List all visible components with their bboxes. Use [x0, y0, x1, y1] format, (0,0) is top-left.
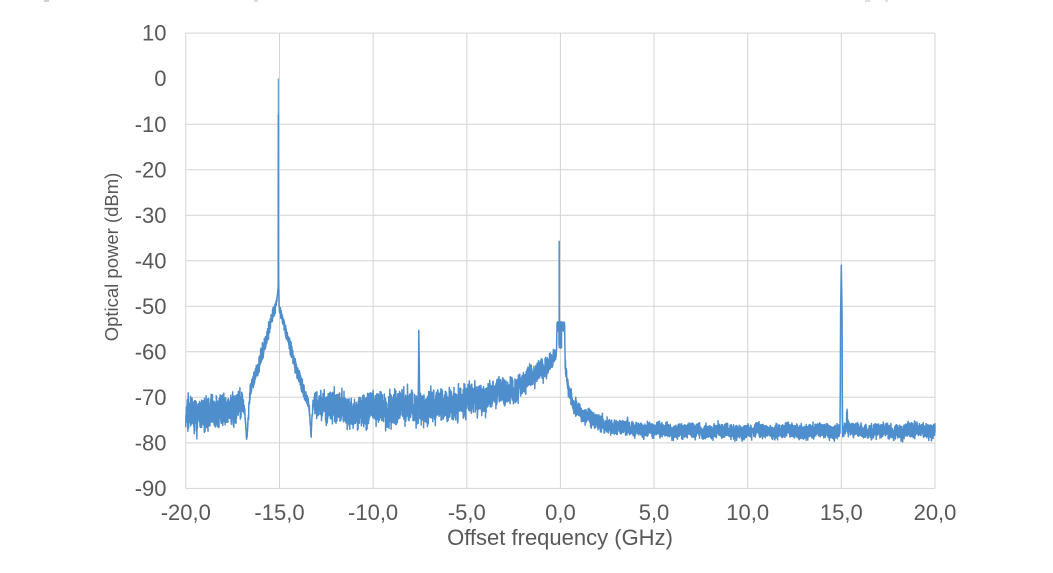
svg-text:-20,0: -20,0 [161, 500, 211, 525]
svg-text:-50: -50 [135, 294, 167, 319]
svg-text:10,0: 10,0 [726, 500, 769, 525]
svg-text:10: 10 [142, 21, 166, 46]
svg-text:Optical power (dBm): Optical power (dBm) [101, 173, 122, 342]
svg-text:-30: -30 [135, 203, 167, 228]
svg-text:0: 0 [154, 66, 166, 91]
svg-text:20,0: 20,0 [914, 500, 957, 525]
svg-text:5,0: 5,0 [639, 500, 670, 525]
svg-text:Offset frequency (GHz): Offset frequency (GHz) [447, 525, 673, 550]
svg-text:-60: -60 [135, 339, 167, 364]
svg-text:-10: -10 [135, 112, 167, 137]
svg-text:-15,0: -15,0 [254, 500, 304, 525]
svg-text:-90: -90 [135, 476, 167, 501]
svg-text:-10,0: -10,0 [348, 500, 398, 525]
svg-text:0,0: 0,0 [545, 500, 576, 525]
svg-text:15,0: 15,0 [820, 500, 863, 525]
svg-text:-80: -80 [135, 431, 167, 456]
svg-text:-5,0: -5,0 [448, 500, 486, 525]
svg-text:-40: -40 [135, 248, 167, 273]
svg-text:-70: -70 [135, 385, 167, 410]
svg-text:-20: -20 [135, 157, 167, 182]
